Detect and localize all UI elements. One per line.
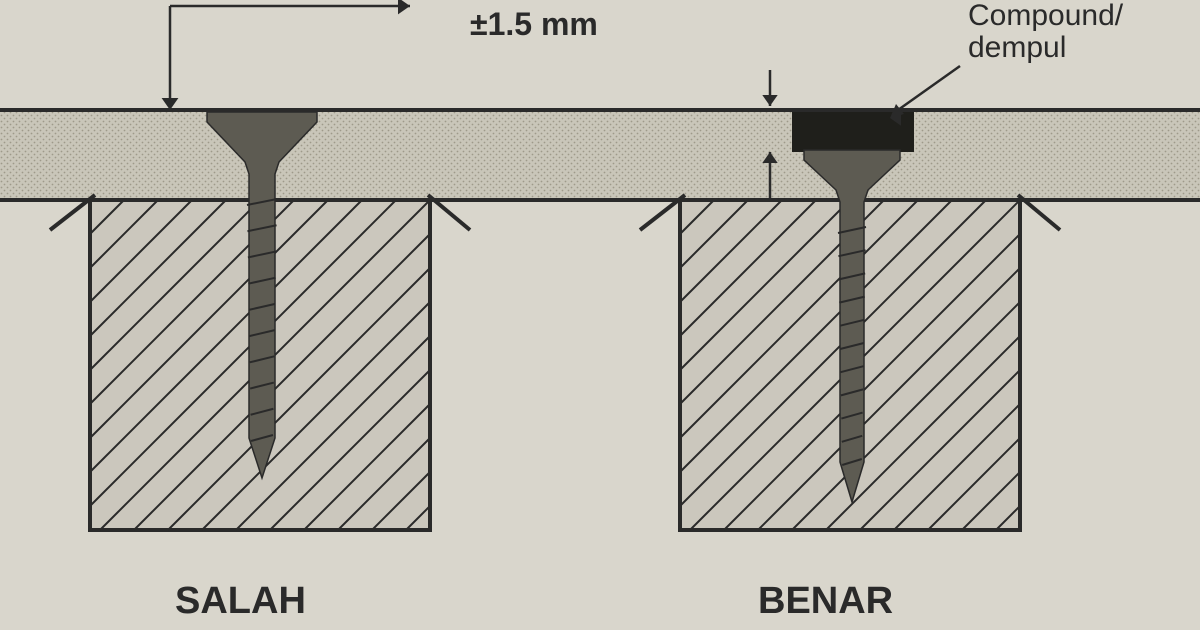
depth-label: ±1.5 mm <box>470 6 598 43</box>
diagram-canvas <box>0 0 1200 630</box>
caption-wrong: SALAH <box>175 580 306 623</box>
compound-label: Compound/dempul <box>968 0 1123 63</box>
caption-correct: BENAR <box>758 580 893 623</box>
fiber-board <box>0 110 1200 200</box>
